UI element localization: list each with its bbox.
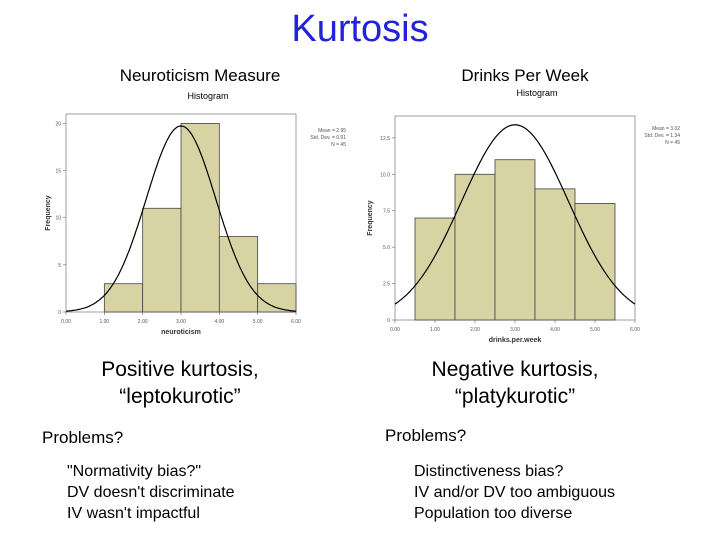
histogram-bar	[574, 203, 616, 321]
histogram-bar	[218, 236, 259, 313]
stats-label: Mean = 2.95	[318, 128, 346, 134]
right-caption-line-1: Negative kurtosis,	[431, 358, 599, 381]
x-tick-label: 5.00	[253, 319, 263, 325]
x-tick-label: 4.00	[214, 319, 224, 325]
y-tick-label: 10	[55, 216, 61, 222]
right-problems-label: Problems?	[385, 426, 467, 445]
x-tick-label: 1.00	[99, 319, 109, 325]
y-tick-label: 10.0	[380, 172, 390, 178]
x-tick-label: 3.00	[176, 319, 186, 325]
normal-curve	[65, 125, 297, 312]
left-caption: Positive kurtosis, “leptokurotic”	[50, 356, 310, 410]
drinks-histogram: Histogram 0 2.5 5.0 7.5 10.0 12.5 0.00 1.00 2.00 3…	[367, 88, 680, 344]
stats-label: Mean = 3.02	[652, 126, 680, 132]
stats-label: N = 45	[665, 140, 680, 146]
y-axis-label: Frequency	[367, 200, 374, 236]
list-item: IV wasn't impactful	[67, 505, 200, 522]
y-tick-label: 5.0	[383, 245, 390, 251]
histogram-bar	[142, 207, 182, 313]
left-problems-label: Problems?	[42, 428, 124, 447]
right-caption-line-2: “platykurotic”	[454, 385, 576, 408]
y-axis-label: Frequency	[45, 195, 52, 231]
right-problems-list: Distinctiveness bias? IV and/or DV too a…	[414, 461, 615, 524]
histogram-bar	[534, 188, 576, 321]
x-tick-label: 3.00	[510, 327, 520, 333]
x-tick-label: 1.00	[430, 327, 440, 333]
list-item: DV doesn't discriminate	[67, 484, 235, 501]
list-item: Population too diverse	[414, 505, 573, 522]
chart-title: Histogram	[187, 91, 228, 101]
x-tick-label: 6.00	[630, 327, 640, 333]
y-tick-label: 12.5	[380, 136, 390, 142]
right-caption: Negative kurtosis, “platykurotic”	[380, 356, 650, 410]
left-heading: Neuroticism Measure	[119, 66, 281, 85]
left-caption-line-2: “leptokurotic”	[119, 385, 241, 408]
y-tick-label: 20	[55, 121, 61, 127]
list-item: "Normativity bias?"	[67, 463, 202, 480]
histogram-bar	[180, 123, 220, 313]
histogram-bar	[494, 159, 536, 321]
y-tick-label: 2.5	[383, 282, 390, 288]
y-tick-label: 0	[387, 318, 390, 324]
list-item: IV and/or DV too ambiguous	[414, 484, 616, 501]
normal-curve	[394, 124, 636, 305]
left-problems-list: "Normativity bias?" DV doesn't discrimin…	[67, 461, 235, 524]
right-heading: Drinks Per Week	[461, 66, 589, 85]
y-tick-label: 5	[58, 263, 61, 269]
stats-label: Std. Dev. = 0.91	[310, 135, 346, 141]
stats-label: Std. Dev. = 1.34	[644, 133, 680, 139]
x-tick-label: 0.00	[390, 327, 400, 333]
x-axis-label: neuroticism	[161, 329, 201, 336]
histogram-bar	[454, 173, 496, 321]
x-tick-label: 4.00	[550, 327, 560, 333]
chart-title: Histogram	[516, 88, 557, 98]
y-tick-label: 7.5	[383, 209, 390, 215]
stats-label: N = 45	[331, 142, 346, 148]
slide-title: Kurtosis	[291, 8, 429, 50]
x-tick-label: 6.00	[291, 319, 301, 325]
x-tick-label: 5.00	[590, 327, 600, 333]
y-tick-label: 0	[58, 310, 61, 316]
x-axis-label: drinks.per.week	[489, 337, 542, 344]
y-tick-label: 15	[55, 169, 61, 175]
x-tick-label: 0.00	[61, 319, 71, 325]
list-item: Distinctiveness bias?	[414, 463, 564, 480]
x-tick-label: 2.00	[138, 319, 148, 325]
x-tick-label: 2.00	[470, 327, 480, 333]
histogram-bar	[414, 217, 456, 321]
neuroticism-histogram: Histogram 0 5 10 15 20 0.00 1.00 2.00 3.00 4.00 5.0…	[45, 91, 346, 336]
left-caption-line-1: Positive kurtosis,	[101, 358, 259, 381]
